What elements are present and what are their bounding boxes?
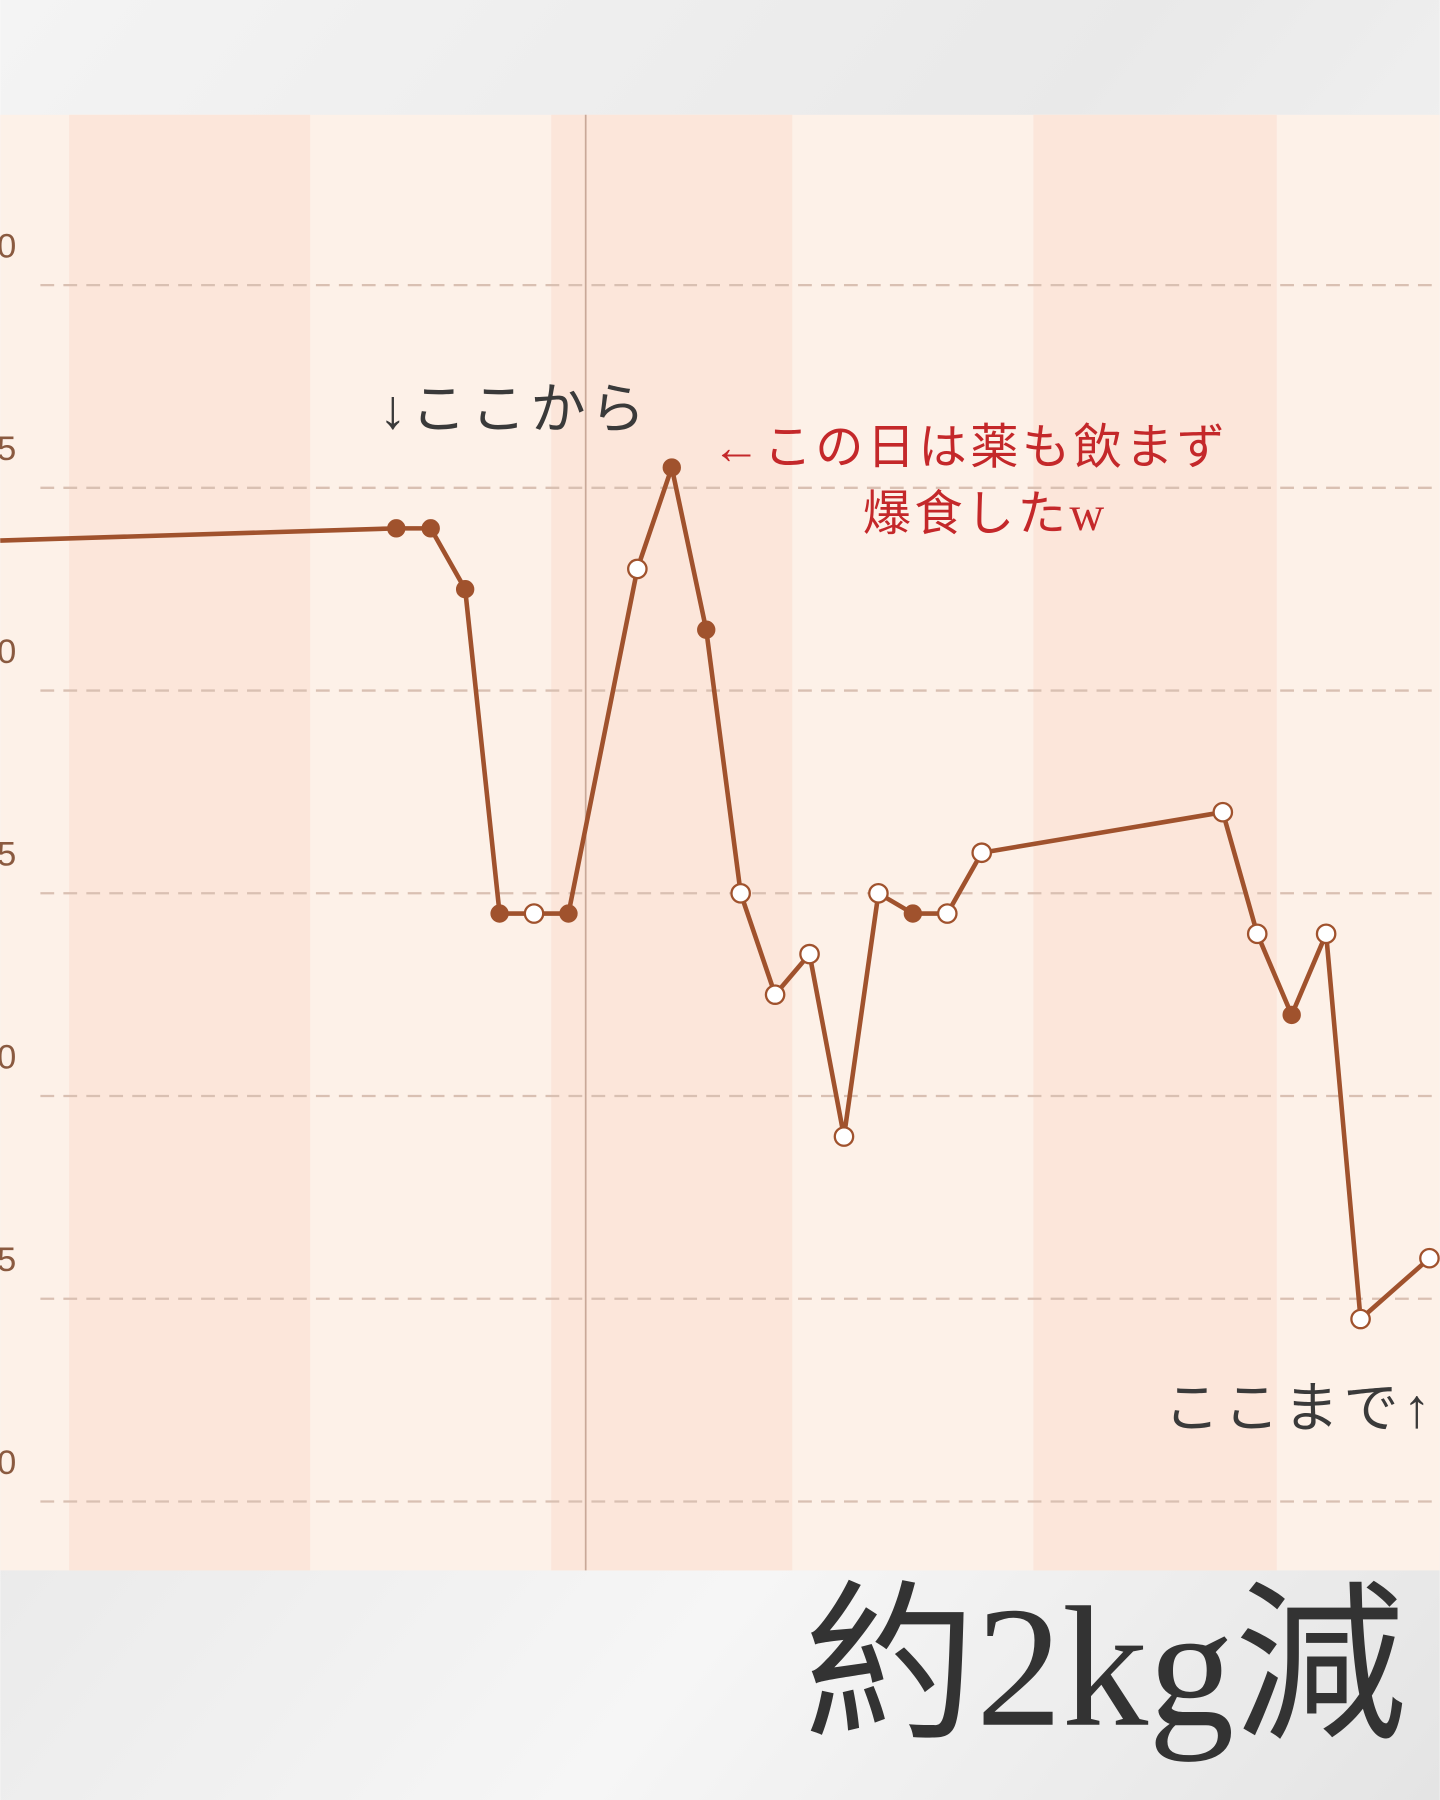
data-point bbox=[730, 882, 751, 904]
y-tick-label: 0 bbox=[0, 1038, 16, 1076]
y-tick-label: 5 bbox=[0, 836, 16, 874]
data-point bbox=[1419, 1247, 1440, 1269]
data-point bbox=[936, 903, 958, 924]
series-line bbox=[0, 465, 1431, 1322]
data-point bbox=[627, 558, 648, 580]
data-point bbox=[523, 903, 545, 924]
data-point bbox=[559, 904, 578, 923]
data-point bbox=[490, 904, 509, 923]
data-point bbox=[1282, 1005, 1301, 1025]
data-point bbox=[868, 882, 889, 904]
data-point bbox=[697, 620, 716, 639]
annotation: ↓ここから bbox=[379, 379, 650, 440]
y-tick-label: 0 bbox=[0, 633, 16, 671]
data-point bbox=[1212, 801, 1234, 823]
band bbox=[69, 114, 311, 1571]
data-point bbox=[421, 519, 440, 538]
annotation: ここまで↑ bbox=[1164, 1378, 1435, 1439]
data-point bbox=[833, 1126, 855, 1147]
plot-bands bbox=[0, 114, 1440, 1571]
band bbox=[551, 114, 793, 1571]
data-point bbox=[1246, 923, 1268, 945]
data-point bbox=[662, 458, 681, 477]
data-point bbox=[455, 580, 475, 599]
annotation: ←この日は薬も飲まず bbox=[712, 421, 1228, 474]
y-tick-label: 0 bbox=[0, 227, 16, 265]
data-point bbox=[971, 842, 993, 864]
y-tick-label: 5 bbox=[0, 1241, 16, 1279]
plot bbox=[0, 458, 1440, 1330]
data-point bbox=[903, 904, 923, 923]
data-point bbox=[1315, 923, 1337, 945]
annotation: 爆食したw bbox=[863, 488, 1108, 541]
y-tick-label: 0 bbox=[0, 1444, 16, 1482]
data-point bbox=[799, 943, 820, 965]
chart-title: 約2kg減 bbox=[804, 1573, 1407, 1763]
data-point bbox=[1350, 1308, 1371, 1330]
data-point bbox=[387, 519, 406, 538]
data-point bbox=[764, 984, 786, 1005]
y-tick-label: 5 bbox=[0, 430, 16, 468]
band bbox=[1033, 114, 1277, 1571]
grid: 0 5 0 5 0 5 0 bbox=[0, 227, 1440, 1503]
